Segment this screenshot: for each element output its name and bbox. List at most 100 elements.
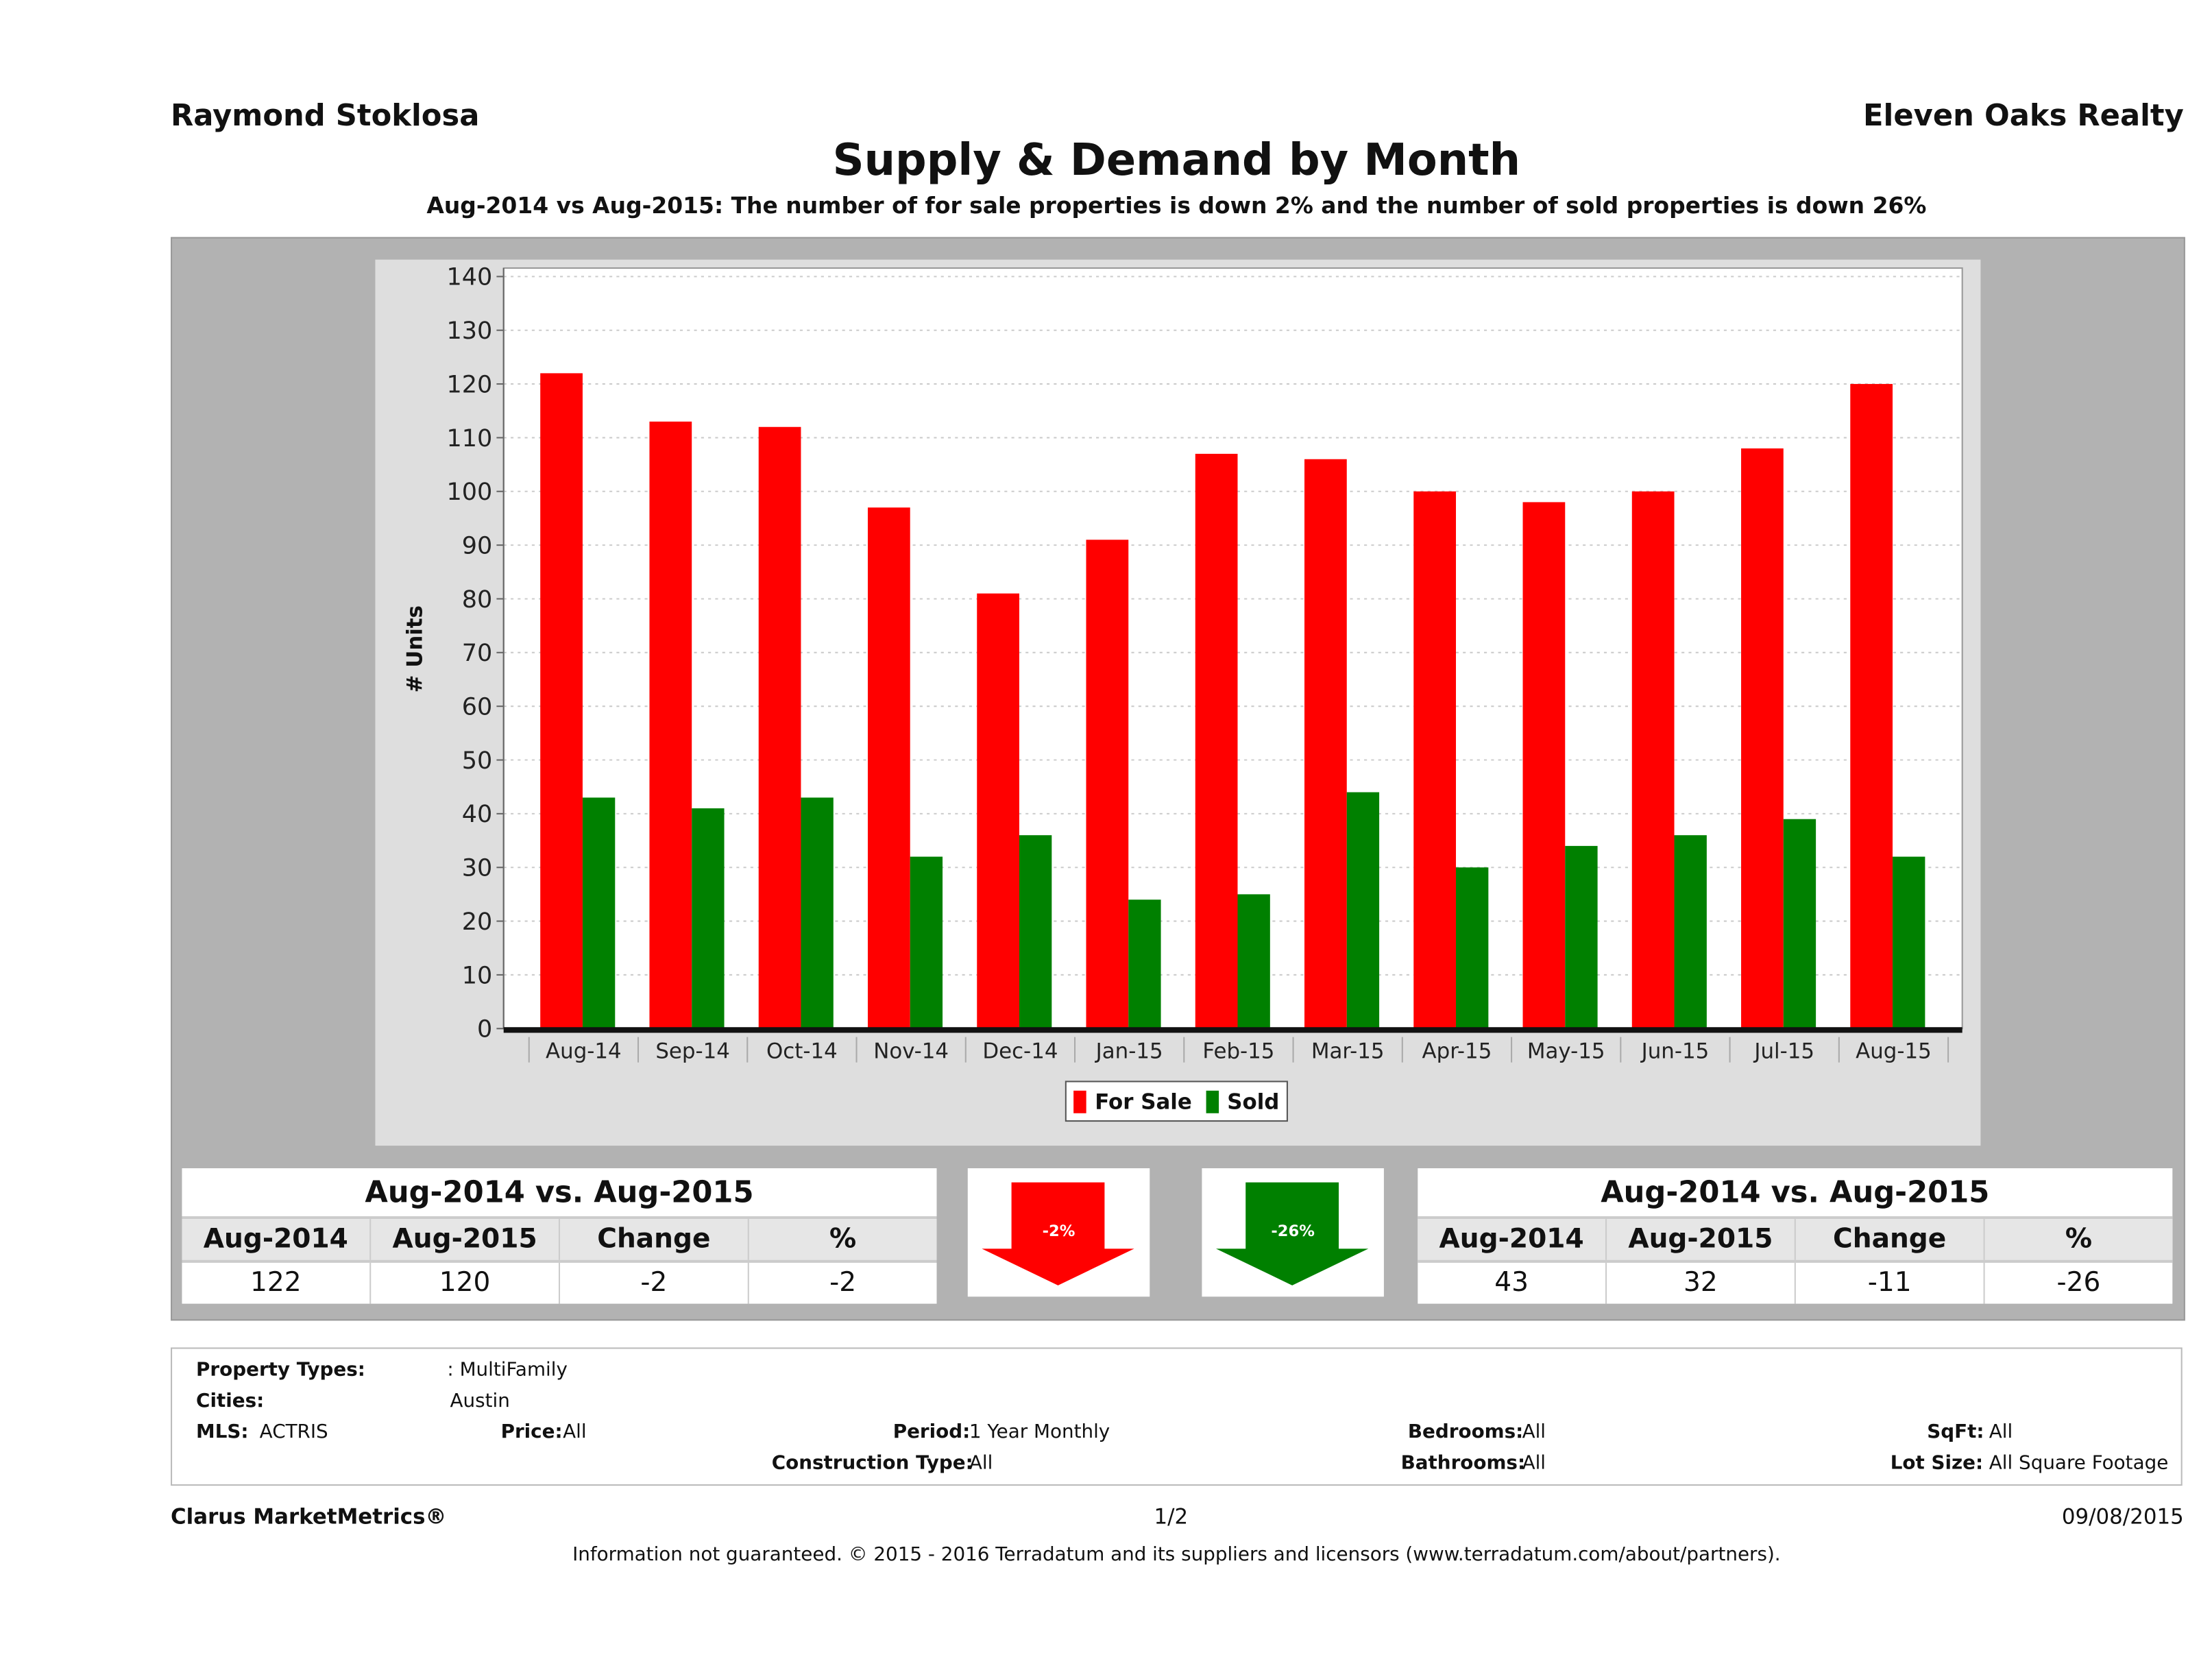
bar-for-sale — [1413, 491, 1457, 1029]
bathrooms-label: Bathrooms: — [1400, 1451, 1526, 1475]
bar-for-sale — [1631, 491, 1675, 1029]
lot-size-value: All Square Footage — [1989, 1451, 2169, 1475]
bedrooms-value: All — [1522, 1421, 1546, 1444]
y-tick-label: 0 — [477, 1016, 492, 1043]
y-tick-label: 20 — [462, 908, 492, 936]
y-tick-label: 30 — [462, 855, 492, 882]
legend-label-sold: Sold — [1227, 1088, 1280, 1114]
x-tick-label: Dec-14 — [982, 1039, 1058, 1064]
bar-for-sale — [540, 373, 583, 1029]
bar-for-sale — [649, 421, 692, 1029]
y-tick-label: 70 — [462, 640, 492, 667]
value-cell: 122 — [182, 1262, 372, 1304]
table-title: Aug-2014 vs. Aug-2015 — [1418, 1168, 2173, 1220]
report-date: 09/08/2015 — [2061, 1503, 2184, 1530]
chart-subtitle: Aug-2014 vs Aug-2015: The number of for … — [426, 191, 1927, 219]
bar-sold — [1346, 792, 1380, 1029]
y-tick-label: 40 — [462, 801, 492, 828]
x-tick-label: Jan-15 — [1095, 1039, 1163, 1064]
for-sale-change-label: -2% — [1042, 1222, 1075, 1240]
bar-for-sale — [1195, 453, 1238, 1029]
value-cell: -11 — [1796, 1262, 1985, 1304]
bar-for-sale — [1304, 459, 1347, 1029]
header-cell: Change — [560, 1219, 749, 1260]
construction-type-value: All — [969, 1451, 993, 1475]
header-cell: Change — [1796, 1219, 1985, 1260]
sqft-label: SqFt: — [1927, 1421, 1984, 1444]
x-tick-label: Nov-14 — [873, 1039, 949, 1064]
value-cell: -26 — [2056, 1267, 2101, 1298]
bar-for-sale — [867, 507, 910, 1029]
disclaimer: Information not guaranteed. © 2015 - 201… — [572, 1543, 1781, 1567]
report-filters: Property Types: : MultiFamily Cities: Au… — [171, 1347, 2183, 1486]
x-tick-label: Sep-14 — [655, 1039, 730, 1064]
sold-change-label: -26% — [1271, 1222, 1315, 1240]
bedrooms-label: Bedrooms: — [1407, 1421, 1524, 1444]
y-tick-label: 130 — [446, 317, 492, 345]
y-tick-label: 10 — [462, 962, 492, 989]
x-tick-label: Jun-15 — [1640, 1039, 1710, 1064]
header-cell: Aug-2014 — [1418, 1219, 1607, 1260]
for-sale-change-indicator: -2% — [967, 1168, 1150, 1297]
page-number: 1/2 — [1154, 1503, 1189, 1530]
for-sale-comparison-table: Aug-2014 vs. Aug-2015 Aug-2014 Aug-2015 … — [182, 1168, 937, 1304]
x-tick-label: May-15 — [1527, 1039, 1605, 1064]
y-tick-label: 60 — [462, 694, 492, 721]
property-types-value: : MultiFamily — [447, 1358, 568, 1381]
price-label: Price: — [500, 1421, 563, 1444]
bar-sold — [582, 797, 616, 1029]
legend-label-for-sale: For Sale — [1095, 1088, 1192, 1114]
cities-label: Cities: — [196, 1390, 265, 1413]
y-tick-label: 80 — [462, 586, 492, 614]
value-cell: 120 — [371, 1262, 561, 1304]
product-name: Clarus MarketMetrics® — [171, 1503, 447, 1530]
bar-chart: 0 10 20 30 40 50 60 70 80 90 100 110 120 130 140 # Unit… — [402, 264, 1963, 1064]
bar-for-sale — [758, 426, 801, 1029]
x-tick-label: Apr-15 — [1422, 1039, 1492, 1064]
header-cell: % — [2065, 1223, 2093, 1255]
header-cell: Aug-2015 — [371, 1219, 561, 1260]
bar-sold — [1783, 819, 1816, 1029]
period-label: Period: — [892, 1421, 971, 1444]
construction-type-label: Construction Type: — [771, 1451, 973, 1475]
header-cell: Aug-2014 — [182, 1219, 372, 1260]
y-axis-label: # Units — [402, 605, 427, 692]
sold-comparison-table: Aug-2014 vs. Aug-2015 Aug-2014 Aug-2015 … — [1418, 1168, 2173, 1304]
table-row: 43 32 -11 -26 — [1418, 1262, 2172, 1304]
bar-sold — [1893, 856, 1925, 1029]
y-tick-label: 110 — [446, 425, 492, 452]
header-cell: Aug-2015 — [1607, 1219, 1796, 1260]
price-value: All — [563, 1421, 587, 1444]
table-header-row: Aug-2014 Aug-2015 Change % — [1418, 1219, 2173, 1263]
cities-value: Austin — [450, 1390, 510, 1413]
y-tick-label: 90 — [462, 532, 492, 559]
x-tick-label: Feb-15 — [1202, 1039, 1274, 1064]
y-tick-label: 120 — [446, 371, 492, 398]
bar-sold — [1128, 899, 1161, 1029]
bar-for-sale — [1086, 540, 1129, 1029]
agent-name: Raymond Stoklosa — [171, 99, 480, 133]
bar-sold — [1237, 894, 1270, 1029]
table-row: 122 120 -2 -2 — [182, 1262, 936, 1304]
bar-sold — [1019, 835, 1052, 1029]
y-tick-label: 100 — [446, 479, 492, 506]
table-title: Aug-2014 vs. Aug-2015 — [182, 1168, 937, 1220]
x-axis — [503, 1027, 1962, 1033]
down-arrow-icon — [1215, 1182, 1369, 1285]
chart-title: Supply & Demand by Month — [832, 135, 1521, 186]
value-cell: 32 — [1607, 1262, 1796, 1304]
bar-for-sale — [1522, 502, 1566, 1029]
bathrooms-value: All — [1522, 1451, 1546, 1475]
x-tick-label: Aug-15 — [1856, 1039, 1932, 1064]
bar-sold — [910, 856, 943, 1029]
header-cell: % — [829, 1223, 857, 1255]
bar-sold — [801, 797, 834, 1029]
x-tick-label: Mar-15 — [1311, 1039, 1385, 1064]
x-tick-label: Oct-14 — [766, 1039, 838, 1064]
mls-value: ACTRIS — [259, 1421, 328, 1444]
x-tick-label: Aug-14 — [546, 1039, 622, 1064]
down-arrow-icon — [982, 1182, 1134, 1285]
value-cell: 43 — [1418, 1262, 1607, 1304]
period-value: 1 Year Monthly — [969, 1421, 1110, 1444]
